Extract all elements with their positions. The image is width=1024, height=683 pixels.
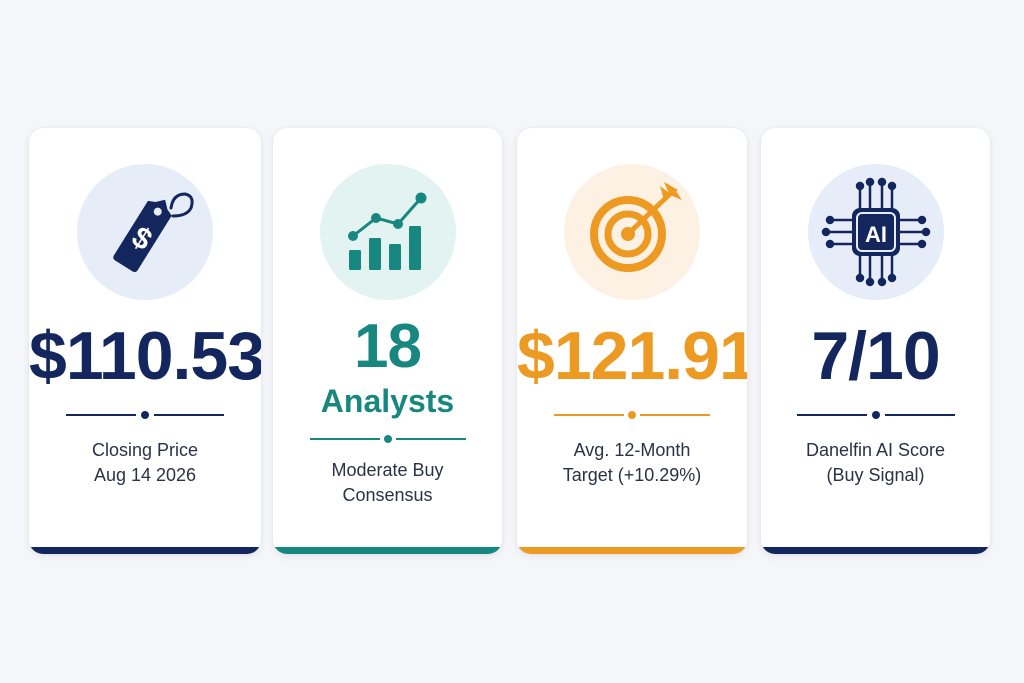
- ai-score-card: AI 7/10 Danelfin AI Score (Buy Signal): [761, 128, 990, 554]
- price-target-value: $121.91: [517, 318, 747, 394]
- closing-price-card: $ $110.53 Closing Price Aug 14 2026: [29, 128, 261, 554]
- price-target-card: $121.91 Avg. 12-Month Target (+10.29%): [517, 128, 747, 554]
- card-accent-bar: [761, 547, 990, 554]
- caption-line: Danelfin AI Score: [805, 440, 946, 460]
- price-target-caption: Avg. 12-Month Target (+10.29%): [517, 438, 747, 488]
- growth-chart-icon: [319, 164, 456, 300]
- analysts-divider: [309, 434, 466, 444]
- caption-line: (Buy Signal): [826, 465, 925, 485]
- ai-chip-label: AI: [865, 222, 887, 247]
- analysts-caption: Moderate Buy Consensus: [273, 458, 502, 508]
- caption-line: Closing Price: [91, 440, 199, 460]
- card-accent-bar: [29, 547, 261, 554]
- closing-price-divider: [66, 410, 224, 420]
- analysts-card: 18 Analysts Moderate Buy Consensus: [273, 128, 502, 554]
- ai-score-caption: Danelfin AI Score (Buy Signal): [761, 438, 990, 488]
- caption-line: Target (+10.29%): [562, 465, 702, 485]
- ai-chip-icon: AI: [807, 164, 944, 300]
- ai-score-divider: [796, 410, 955, 420]
- price-target-divider: [554, 410, 710, 420]
- card-accent-bar: [517, 547, 747, 554]
- price-tag-icon: $: [77, 164, 213, 300]
- closing-price-caption: Closing Price Aug 14 2026: [29, 438, 261, 488]
- caption-line: Avg. 12-Month: [573, 440, 691, 460]
- analysts-count-label: Analysts: [320, 383, 455, 419]
- caption-line: Consensus: [342, 485, 433, 505]
- ai-score-value: 7/10: [811, 318, 940, 394]
- caption-line: Aug 14 2026: [93, 465, 197, 485]
- card-accent-bar: [273, 547, 502, 554]
- closing-price-value: $110.53: [29, 318, 261, 394]
- caption-line: Moderate Buy: [331, 460, 444, 480]
- analysts-count-value: 18: [354, 312, 422, 381]
- target-icon: [564, 164, 700, 300]
